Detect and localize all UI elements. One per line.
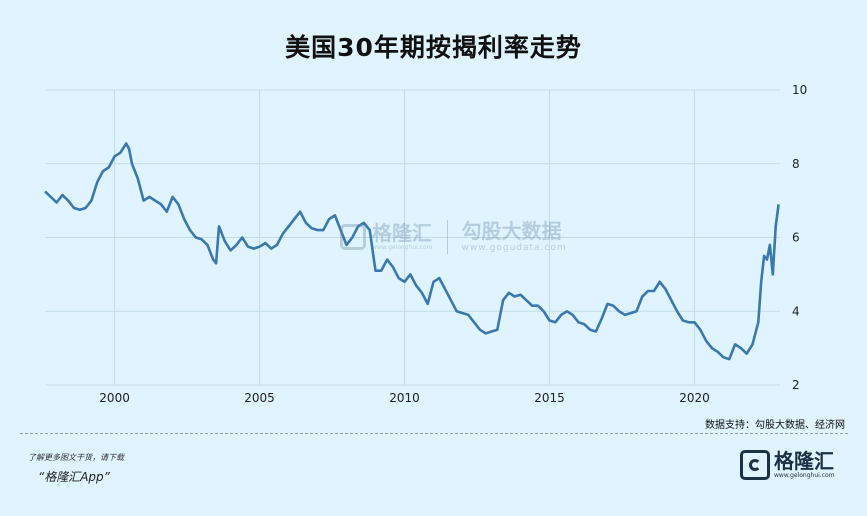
data-source: 数据支持：勾股大数据、经济网 bbox=[705, 420, 845, 431]
line-chart: 2 4 6 8 10 2000 2005 2010 2015 2020 bbox=[44, 83, 807, 405]
brand-logo-icon bbox=[740, 450, 770, 480]
x-axis-ticks: 2000 2005 2010 2015 2020 bbox=[99, 391, 709, 405]
footer-app-name: “格隆汇App” bbox=[38, 470, 110, 484]
x-tick-label: 2010 bbox=[389, 391, 420, 405]
y-tick-label: 6 bbox=[792, 231, 800, 245]
y-tick-label: 10 bbox=[792, 83, 807, 97]
y-tick-label: 4 bbox=[792, 304, 800, 318]
watermark-logo-icon bbox=[340, 224, 366, 250]
brand-logo: 格隆汇 www.gelonghui.com bbox=[740, 447, 835, 483]
gridlines bbox=[45, 89, 780, 386]
footer-divider bbox=[20, 433, 848, 434]
y-tick-label: 8 bbox=[792, 157, 800, 171]
x-tick-label: 2015 bbox=[534, 391, 565, 405]
brand-url: www.gelonghui.com bbox=[774, 472, 835, 479]
watermark-brand-name: 格隆汇 bbox=[372, 221, 432, 245]
x-tick-label: 2000 bbox=[99, 391, 130, 405]
x-tick-label: 2020 bbox=[679, 391, 710, 405]
series-line bbox=[44, 142, 780, 361]
brand-name: 格隆汇 bbox=[774, 449, 834, 473]
y-axis-ticks: 2 4 6 8 10 bbox=[792, 83, 807, 392]
y-tick-label: 2 bbox=[792, 378, 800, 392]
watermark: 格隆汇 www.gelonghui.com 勾股大数据 www.gogudata… bbox=[340, 220, 567, 254]
chart-title: 美国30年期按揭利率走势 bbox=[285, 33, 582, 62]
x-tick-label: 2005 bbox=[244, 391, 275, 405]
watermark-partner-name: 勾股大数据 bbox=[461, 219, 562, 243]
watermark-partner-url: www.gogudata.com bbox=[461, 243, 567, 253]
watermark-brand-url: www.gelonghui.com bbox=[372, 244, 433, 251]
watermark-divider bbox=[446, 220, 448, 254]
footer-note: 了解更多图文干货，请下载 bbox=[28, 453, 124, 462]
